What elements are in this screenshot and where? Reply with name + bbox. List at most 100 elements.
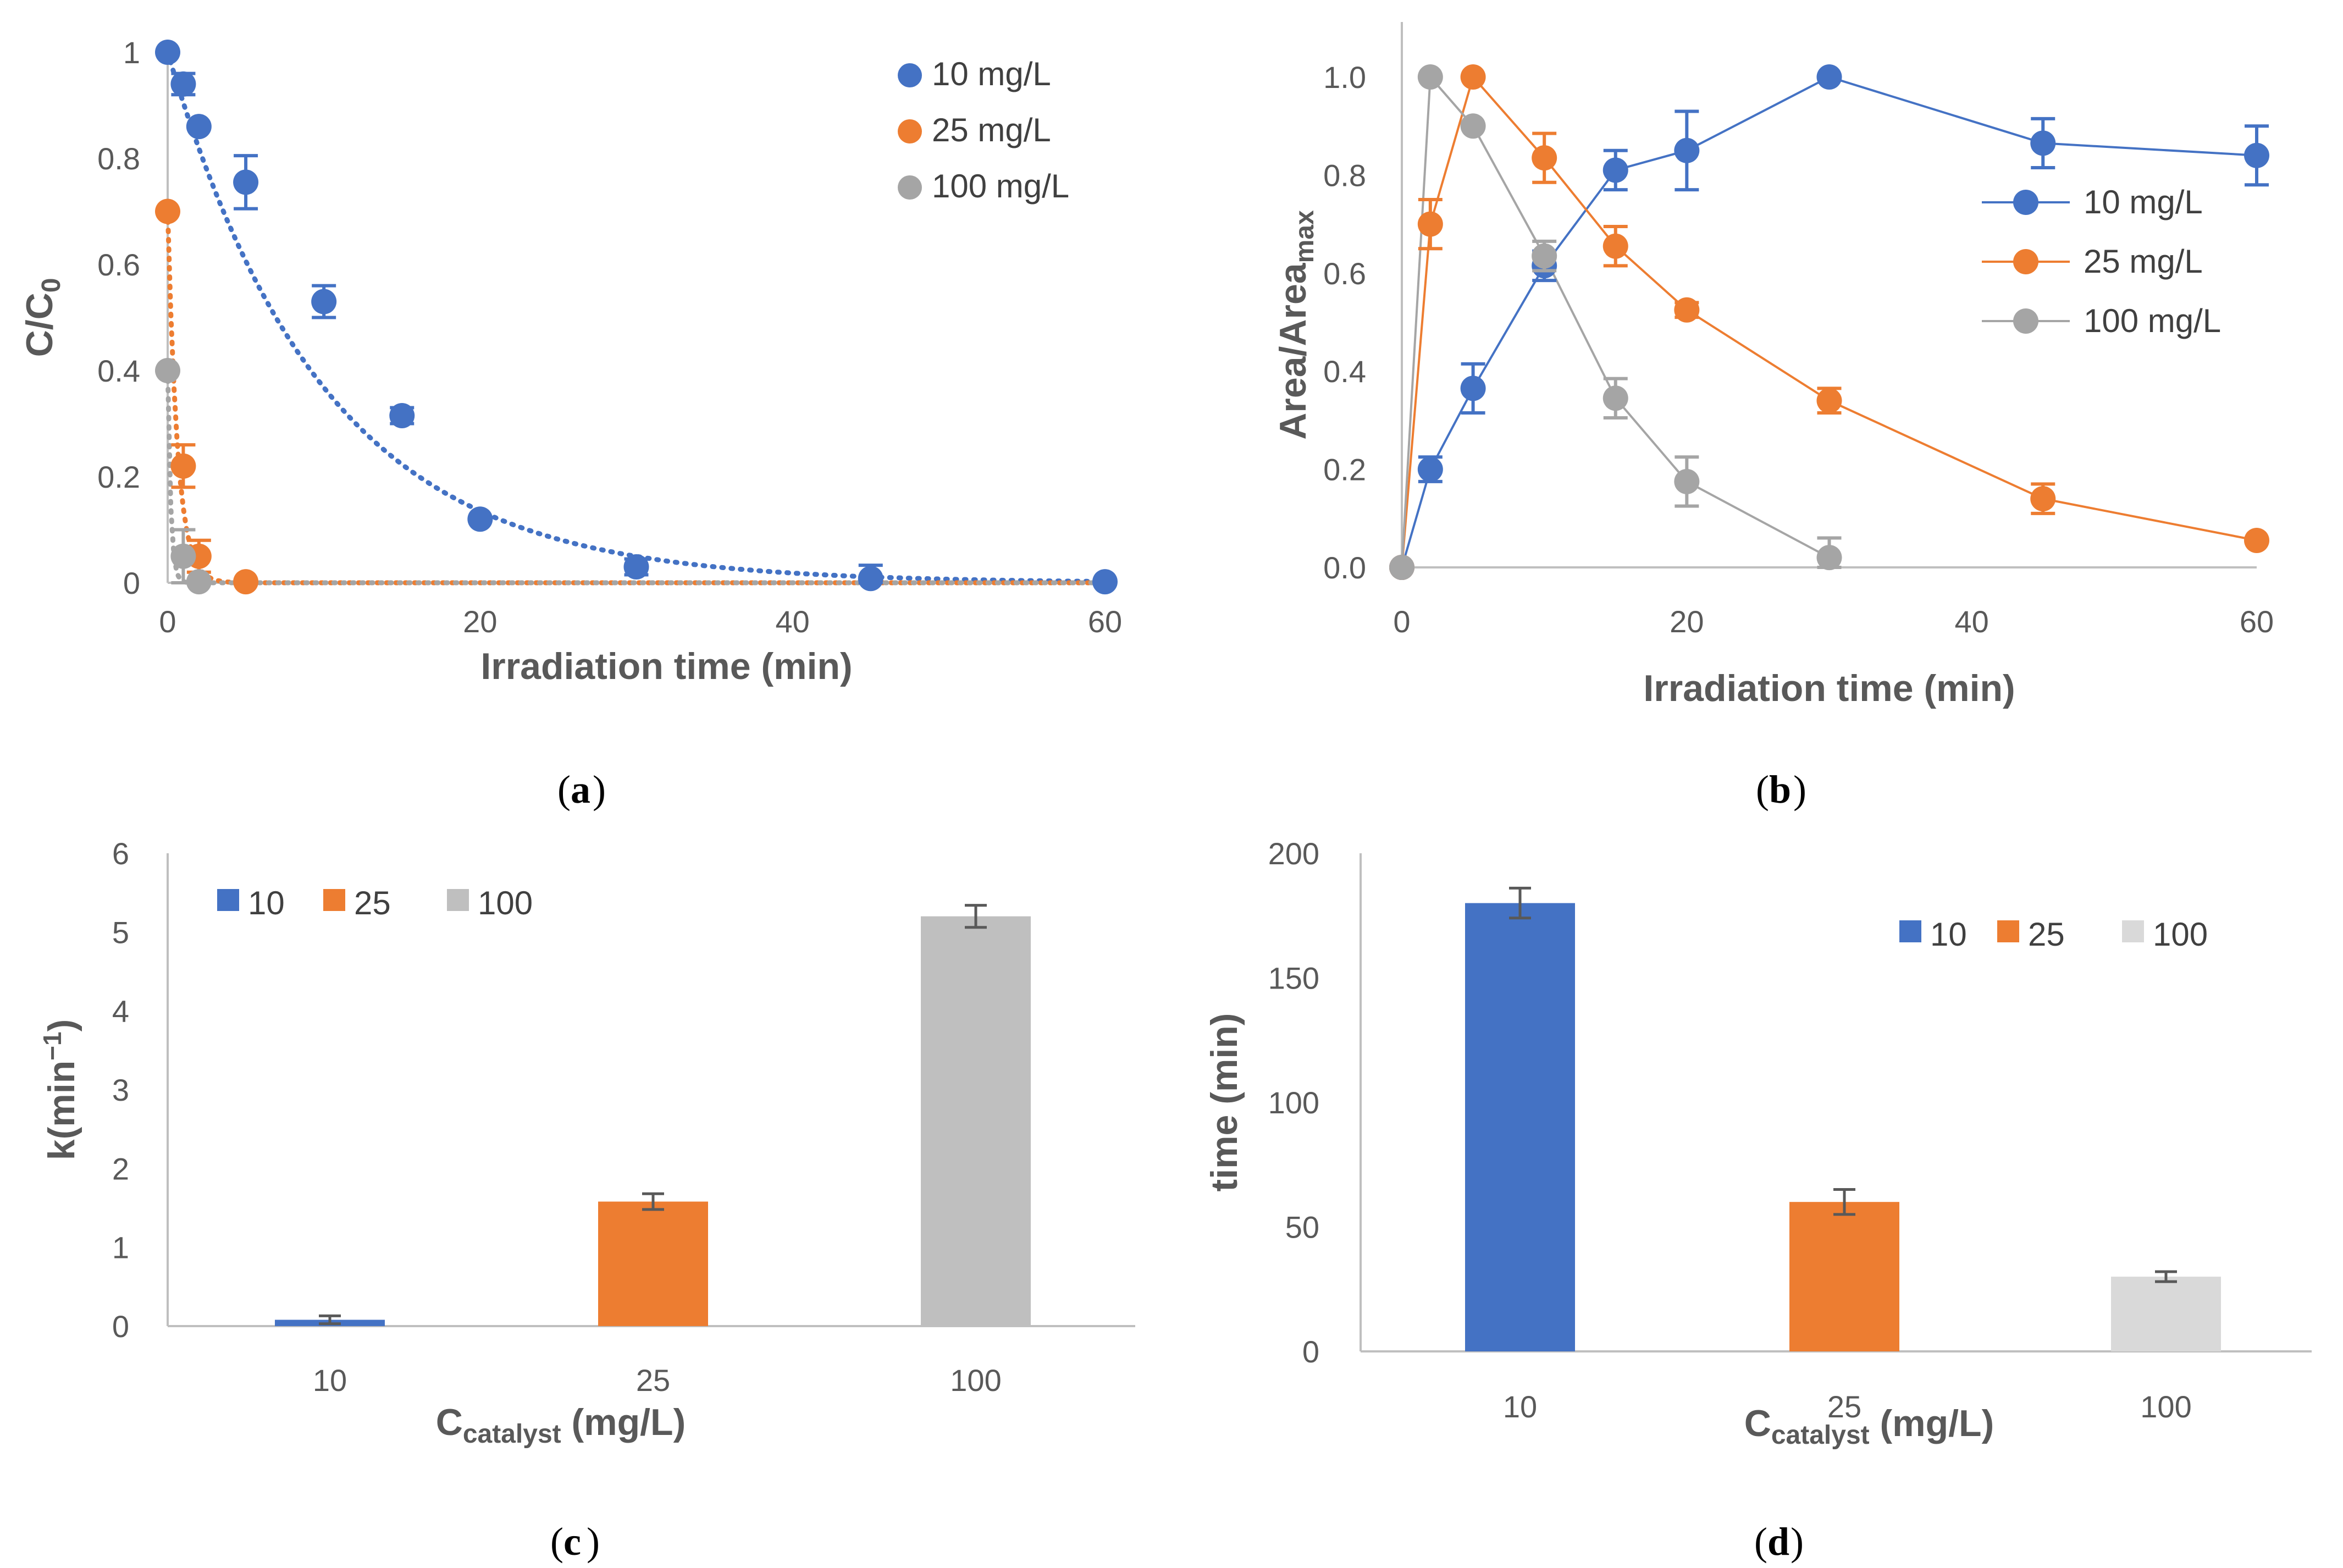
legend-label: 25 bbox=[354, 885, 391, 921]
data-point bbox=[1532, 243, 1557, 269]
y-tick-label: 5 bbox=[112, 915, 129, 949]
x-tick-label: 25 bbox=[1827, 1389, 1861, 1424]
y-axis-title: Area/Areamax bbox=[1272, 210, 1319, 440]
legend-label: 25 mg/L bbox=[2084, 243, 2203, 280]
data-point bbox=[623, 554, 649, 580]
legend-label: 25 bbox=[2028, 916, 2065, 953]
data-point bbox=[1602, 157, 1628, 183]
data-point bbox=[1602, 385, 1628, 411]
y-axis-title: k(min−1) bbox=[38, 1019, 82, 1160]
legend-label: 10 bbox=[248, 885, 285, 921]
y-tick-label: 2 bbox=[112, 1151, 129, 1186]
legend-swatch bbox=[1997, 920, 2019, 942]
y-tick-label: 200 bbox=[1268, 836, 1319, 871]
data-point bbox=[186, 114, 212, 140]
data-point bbox=[233, 569, 259, 595]
data-point bbox=[1602, 233, 1628, 259]
data-point bbox=[1417, 456, 1443, 482]
x-tick-label: 60 bbox=[1088, 604, 1122, 639]
trendline-25mgL bbox=[165, 209, 1108, 586]
panel-b: 0.0 0.2 0.4 0.6 0.8 1.0 0 20 40 60 Irradiation tim… bbox=[1272, 22, 2274, 811]
panel-label: c bbox=[563, 1520, 581, 1564]
x-axis-title: Ccatalyst (mg/L) bbox=[1744, 1403, 1994, 1450]
legend-label: 10 mg/L bbox=[2084, 184, 2203, 220]
x-tick-label: 20 bbox=[1670, 604, 1704, 639]
panel-label-close: ) bbox=[1793, 768, 1806, 811]
y-tick-label: 0.0 bbox=[1323, 550, 1366, 585]
y-tick-label: 1 bbox=[112, 1230, 129, 1265]
data-point bbox=[170, 453, 196, 479]
y-tick-label: 0 bbox=[112, 1309, 129, 1344]
x-tick-label: 40 bbox=[776, 604, 810, 639]
y-tick-label: 0.6 bbox=[97, 247, 140, 282]
legend-marker bbox=[898, 119, 922, 143]
panel-label: d bbox=[1767, 1520, 1789, 1564]
panel-a: 0 0.2 0.4 0.6 0.8 1 0 20 40 60 Irradiation time (m… bbox=[19, 35, 1122, 811]
panel-label: a bbox=[571, 768, 590, 811]
data-point bbox=[1674, 297, 1700, 323]
y-tick-label: 0.6 bbox=[1323, 256, 1366, 291]
panel-label-open: ( bbox=[1756, 768, 1769, 811]
data-point bbox=[2244, 142, 2269, 168]
data-point bbox=[155, 40, 180, 65]
data-point bbox=[1092, 569, 1118, 595]
y-tick-label: 0.8 bbox=[1323, 158, 1366, 192]
legend-swatch bbox=[217, 889, 239, 911]
bar-25 bbox=[1789, 1202, 1899, 1351]
data-point bbox=[1816, 545, 1842, 571]
y-tick-label: 6 bbox=[112, 836, 129, 871]
x-tick-label: 0 bbox=[159, 604, 176, 639]
data-point bbox=[1389, 555, 1414, 580]
legend-label: 100 bbox=[478, 885, 533, 921]
y-tick-label: 50 bbox=[1285, 1210, 1319, 1245]
x-tick-label: 100 bbox=[2140, 1389, 2191, 1424]
panel-label: b bbox=[1769, 768, 1791, 811]
x-tick-label: 100 bbox=[950, 1363, 1001, 1398]
data-point bbox=[233, 169, 259, 195]
y-tick-label: 1 bbox=[123, 35, 140, 70]
legend-marker bbox=[2013, 190, 2038, 215]
legend-marker bbox=[2013, 249, 2038, 274]
legend-marker bbox=[898, 63, 922, 87]
data-point bbox=[1417, 211, 1443, 237]
legend-label: 25 mg/L bbox=[932, 112, 1051, 148]
x-axis-title: Irradiation time (min) bbox=[1643, 667, 2015, 709]
legend-swatch bbox=[447, 889, 469, 911]
panel-label-close: ) bbox=[587, 1520, 600, 1564]
y-tick-label: 0.4 bbox=[1323, 354, 1366, 389]
data-point bbox=[1816, 388, 1842, 413]
y-tick-label: 100 bbox=[1268, 1085, 1319, 1120]
x-tick-label: 60 bbox=[2240, 604, 2274, 639]
panel-d: 0 50 100 150 200 10 25 100 Ccatalyst (mg/L) time … bbox=[1203, 836, 2312, 1564]
y-tick-label: 3 bbox=[112, 1073, 129, 1107]
legend-swatch bbox=[323, 889, 345, 911]
x-tick-label: 10 bbox=[313, 1363, 347, 1398]
panel-label-open: ( bbox=[557, 768, 571, 811]
y-tick-label: 0.4 bbox=[97, 354, 140, 388]
panel-label-close: ) bbox=[593, 768, 606, 811]
x-tick-label: 25 bbox=[636, 1363, 670, 1398]
data-point bbox=[1674, 468, 1700, 494]
legend-marker bbox=[2013, 308, 2038, 334]
data-point bbox=[170, 71, 196, 97]
bar-10 bbox=[1465, 903, 1575, 1351]
panel-c: 0 1 2 3 4 5 6 10 25 100 Ccatalyst (mg/L) k(min−1) 10… bbox=[38, 836, 1135, 1564]
data-point bbox=[155, 198, 180, 224]
x-axis-title: Ccatalyst (mg/L) bbox=[436, 1401, 686, 1449]
legend-swatch bbox=[2122, 920, 2144, 942]
panel-label-open: ( bbox=[1754, 1520, 1767, 1564]
data-point bbox=[467, 506, 493, 532]
y-tick-label: 0.2 bbox=[1323, 452, 1366, 487]
y-tick-label: 0 bbox=[1302, 1334, 1319, 1369]
bar-100 bbox=[921, 916, 1031, 1326]
data-point bbox=[1460, 376, 1486, 401]
data-point bbox=[2244, 527, 2269, 553]
panel-label-open: ( bbox=[550, 1520, 563, 1564]
data-point bbox=[858, 566, 883, 592]
legend-label: 10 bbox=[1930, 916, 1967, 953]
y-tick-label: 0.8 bbox=[97, 141, 140, 176]
legend-marker bbox=[898, 175, 922, 200]
data-point bbox=[1460, 64, 1486, 90]
bar-25 bbox=[598, 1201, 708, 1326]
